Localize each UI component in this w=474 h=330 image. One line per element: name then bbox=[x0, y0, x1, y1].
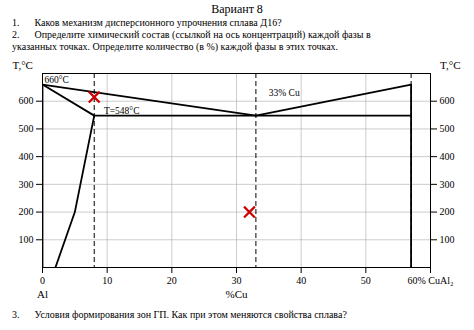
svg-text:660°C: 660°C bbox=[44, 75, 68, 85]
svg-text:10: 10 bbox=[102, 275, 112, 286]
svg-text:T=548°C: T=548°C bbox=[104, 106, 140, 116]
html-text:Вариант 8: Вариант 8 bbox=[211, 2, 263, 16]
svg-text:T,°C: T,°C bbox=[440, 59, 460, 71]
svg-text:Al: Al bbox=[37, 288, 48, 300]
svg-text:30: 30 bbox=[232, 275, 242, 286]
svg-text:33% Cu: 33% Cu bbox=[269, 88, 300, 98]
svg-text:500: 500 bbox=[440, 123, 455, 134]
svg-text:40: 40 bbox=[296, 275, 306, 286]
svg-text:500: 500 bbox=[19, 123, 34, 134]
svg-text:400: 400 bbox=[19, 151, 34, 162]
html-text:2. Определите химический соста: 2. Определите химический состав (ссылкой… bbox=[12, 29, 371, 40]
svg-text:200: 200 bbox=[19, 206, 34, 217]
svg-text:600: 600 bbox=[440, 95, 455, 106]
svg-text:300: 300 bbox=[19, 179, 34, 190]
svg-text:100: 100 bbox=[440, 234, 455, 245]
html-text:3. Условия формирования зон ГП: 3. Условия формирования зон ГП. Как при … bbox=[12, 309, 347, 320]
svg-text:T,°C: T,°C bbox=[13, 59, 33, 71]
html-text:указанных точках. Определите к: указанных точках. Определите количество … bbox=[12, 41, 339, 52]
svg-text:600: 600 bbox=[19, 95, 34, 106]
svg-text:50: 50 bbox=[361, 275, 371, 286]
svg-text:0: 0 bbox=[40, 275, 45, 286]
html-text:1. Каков механизм дисперсионно: 1. Каков механизм дисперсионного упрочне… bbox=[12, 17, 282, 28]
svg-text:300: 300 bbox=[440, 179, 455, 190]
svg-text:60% CuAl₂: 60% CuAl₂ bbox=[408, 275, 454, 286]
svg-text:100: 100 bbox=[19, 234, 34, 245]
svg-text:400: 400 bbox=[440, 151, 455, 162]
svg-text:%Cu: %Cu bbox=[226, 288, 249, 300]
svg-text:20: 20 bbox=[167, 275, 177, 286]
svg-text:200: 200 bbox=[440, 206, 455, 217]
